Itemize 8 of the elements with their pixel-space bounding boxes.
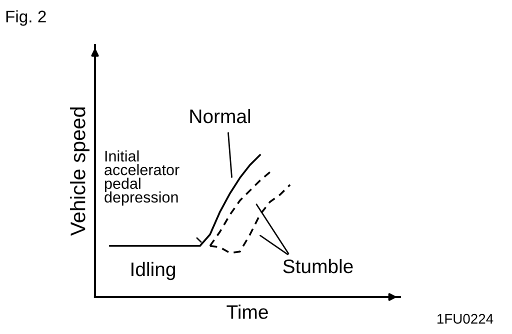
text: 1FU0224 [437, 314, 494, 324]
y-axis-title: Vehicle speed [70, 107, 90, 236]
text: Normal [190, 108, 250, 124]
annotation: Initial accelerator pedal depression [104, 150, 180, 206]
chart-title: Fig. 2 [6, 10, 46, 26]
annotation: Idling [132, 262, 175, 280]
x-axis-title: Time [226, 304, 268, 319]
annotation: Stumble [283, 258, 353, 274]
